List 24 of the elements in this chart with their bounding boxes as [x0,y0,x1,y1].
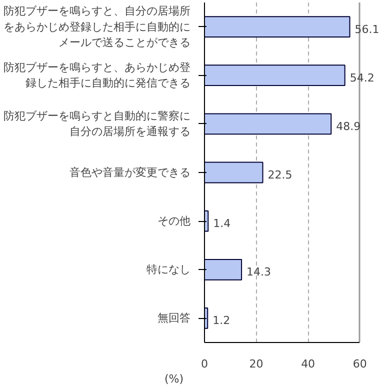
data-label: 1.2 [212,314,230,328]
y-tick-label: 無回答 [158,312,190,325]
x-tick-label: 60 [352,358,367,370]
x-tick-label: 20 [249,358,264,370]
bar [204,113,332,135]
x-tick-label: 0 [201,358,208,370]
x-tick-label: 40 [301,358,316,370]
y-tick-label: 防犯ブザーを鳴らすと、あらかじめ登録した相手に自動的に発信できる [4,61,190,90]
data-label: 1.4 [213,217,231,230]
data-label: 56.1 [354,22,380,36]
data-label: 22.5 [268,168,292,182]
x-axis-title: (%) [164,372,184,385]
data-label: 14.3 [246,266,272,279]
y-tick-label: 防犯ブザーを鳴らすと自動的に警察に自分の居場所を通報する [4,110,190,138]
y-tick-label: 防犯ブザーを鳴らすと、自分の居場所をあらかじめ登録した相手に自動的にメールで送ることができる [4,4,190,49]
data-label: 48.9 [336,120,361,133]
bar [204,64,346,86]
data-label: 54.2 [350,71,374,84]
y-tick-label: 特になし [146,263,190,276]
y-tick-label: その他 [158,214,190,228]
bar [204,258,242,280]
bar [204,16,350,38]
bar [204,162,264,184]
y-tick-label: 音色や音量が変更できる [70,166,190,179]
